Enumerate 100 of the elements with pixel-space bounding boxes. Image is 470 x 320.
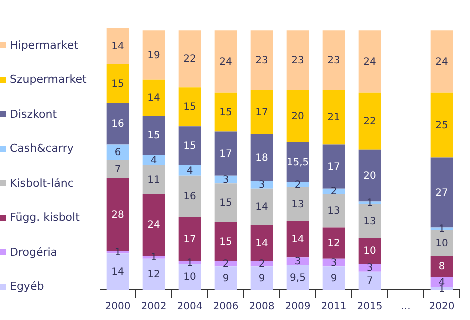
data-label: 23 [292,56,304,67]
data-label: 1 [438,224,446,236]
data-label: 2 [222,259,230,270]
x-tick-label: 2015 [357,302,383,313]
bar [250,188,274,226]
data-label: 8 [438,262,446,273]
x-tick-label: 2002 [141,302,167,313]
bar [322,228,346,259]
data-label: 17 [220,148,232,160]
bar [250,225,274,262]
data-label: 14 [112,41,124,52]
data-label: 19 [148,50,160,62]
bar [286,188,310,222]
data-label: 18 [256,152,268,164]
data-label: 9 [330,273,338,284]
data-label: 10 [436,238,448,250]
bar [214,92,238,132]
x-tick-label: 2009 [285,302,311,313]
bar [358,92,382,150]
bar [322,144,346,189]
data-label: 1 [150,252,158,264]
data-label: 9 [222,273,230,284]
data-label: 24 [364,56,376,68]
bar [430,230,454,256]
bar [178,176,202,218]
bar [142,30,166,80]
data-label: 13 [292,199,304,210]
data-label: 2 [258,259,266,270]
data-label: 12 [328,238,340,250]
legend-label: Cash&carry [10,142,74,156]
data-label: 3 [294,256,302,268]
data-label: 15,5 [286,157,310,168]
data-label: 10 [364,246,376,258]
bar [430,256,454,278]
data-label: 15 [184,102,196,114]
bar [214,132,238,176]
data-label: 20 [364,170,376,182]
data-label: 11 [148,174,160,186]
bar [106,64,130,104]
bar [322,30,346,90]
data-label: 10 [184,272,196,284]
data-label: 3 [222,174,230,186]
bar [106,144,130,160]
data-label: 22 [184,54,196,66]
data-label: 14 [148,93,160,104]
data-label: 4 [186,166,194,177]
data-label: 14 [256,202,268,214]
x-tick-label: 2000 [105,302,131,313]
bar [286,221,310,258]
data-label: 15 [184,141,196,152]
bar [142,155,166,166]
bar [322,90,346,145]
bar [358,204,382,238]
data-label: 7 [366,276,374,288]
data-label: 28 [112,210,124,221]
data-label: 9,5 [290,272,306,284]
legend-label: Egyéb [10,280,44,294]
data-label: 21 [328,112,340,124]
data-label: 15 [220,107,232,118]
data-label: 17 [328,162,340,173]
bar [286,90,310,142]
legend-label: Függ. kisbolt [10,211,80,224]
data-label: 17 [184,234,196,246]
data-label: 24 [436,56,448,68]
bar [178,264,202,290]
bar [430,30,454,93]
bar [178,30,202,88]
data-label: 15 [112,78,124,90]
x-tick-label: 2006 [213,302,239,313]
data-label: 23 [256,56,268,67]
bar [142,258,166,290]
bar [250,134,274,182]
legend-label: Hipermarket [10,38,78,52]
data-label: 13 [328,206,340,217]
bar [178,126,202,166]
x-tick-label: 2020 [429,302,455,313]
bar [250,90,274,134]
x-tick-label: 2004 [177,302,203,313]
data-label: 2 [294,180,302,192]
legend-label: Szupermarket [10,73,87,86]
data-label: 4 [150,155,158,166]
bar [430,92,454,158]
data-label: 7 [114,164,122,176]
data-label: 24 [220,56,232,68]
data-label: 6 [114,148,122,159]
data-label: 22 [364,116,376,128]
bar [358,238,382,264]
data-label: 12 [148,270,160,281]
bar [322,266,346,290]
data-label: 9 [258,273,266,284]
bar [214,266,238,290]
data-label: 16 [184,192,196,203]
bar [142,80,166,116]
legend-label: Kisbolt-lánc [10,176,74,190]
data-label: 15 [220,198,232,210]
data-label: 27 [436,188,448,199]
data-label: 3 [366,263,374,274]
bar [214,30,238,93]
bar [106,254,130,290]
bar [358,30,382,93]
